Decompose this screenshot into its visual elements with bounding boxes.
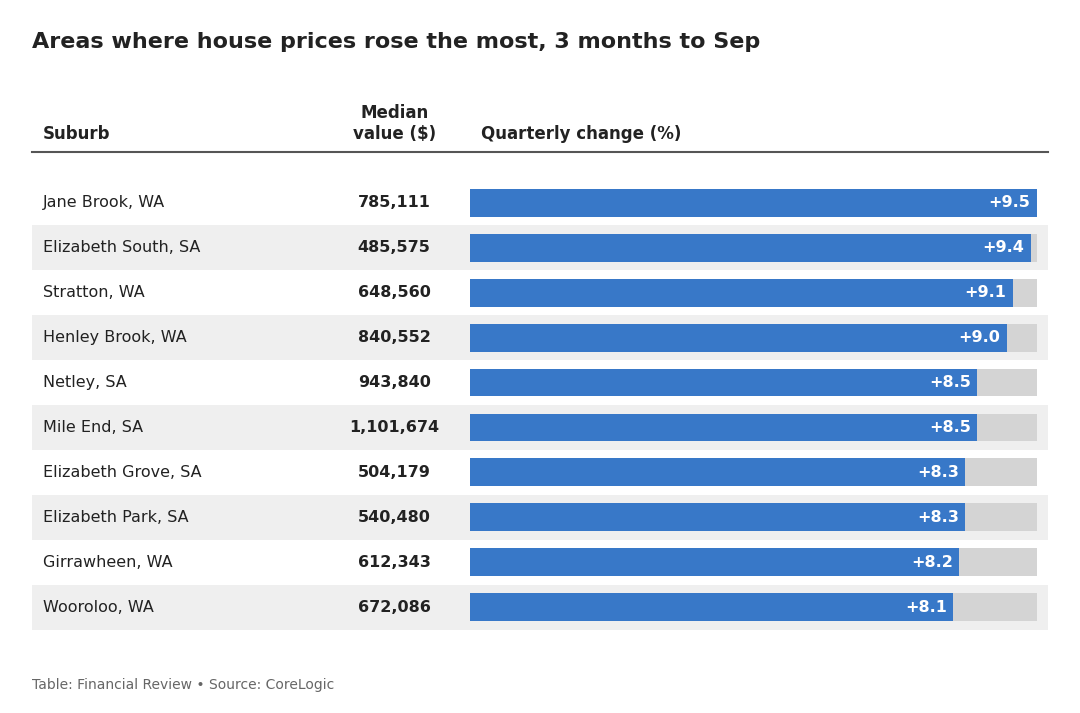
FancyBboxPatch shape [470,458,1037,486]
FancyBboxPatch shape [470,324,1007,352]
FancyBboxPatch shape [32,405,1048,450]
Text: 540,480: 540,480 [357,510,431,525]
Text: 504,179: 504,179 [357,465,431,480]
FancyBboxPatch shape [470,548,1037,576]
Text: +9.0: +9.0 [959,330,1000,345]
FancyBboxPatch shape [32,270,1048,315]
FancyBboxPatch shape [32,540,1048,585]
Text: +8.5: +8.5 [929,375,971,390]
Text: Stratton, WA: Stratton, WA [43,285,145,300]
Text: Mile End, SA: Mile End, SA [43,420,144,435]
FancyBboxPatch shape [32,315,1048,360]
FancyBboxPatch shape [470,548,959,576]
Text: Jane Brook, WA: Jane Brook, WA [43,195,165,210]
FancyBboxPatch shape [32,225,1048,270]
Text: Table: Financial Review • Source: CoreLogic: Table: Financial Review • Source: CoreLo… [32,677,335,692]
Text: Elizabeth Park, SA: Elizabeth Park, SA [43,510,189,525]
FancyBboxPatch shape [470,279,1013,307]
Text: +9.5: +9.5 [988,195,1030,210]
FancyBboxPatch shape [470,414,1037,441]
Text: Elizabeth South, SA: Elizabeth South, SA [43,240,201,255]
FancyBboxPatch shape [470,279,1037,307]
FancyBboxPatch shape [470,458,966,486]
Text: Median
value ($): Median value ($) [353,104,435,143]
Text: 648,560: 648,560 [357,285,431,300]
FancyBboxPatch shape [32,180,1048,225]
FancyBboxPatch shape [32,450,1048,495]
Text: 1,101,674: 1,101,674 [349,420,440,435]
Text: Henley Brook, WA: Henley Brook, WA [43,330,187,345]
FancyBboxPatch shape [32,495,1048,540]
Text: Elizabeth Grove, SA: Elizabeth Grove, SA [43,465,202,480]
Text: 612,343: 612,343 [357,555,431,570]
FancyBboxPatch shape [470,189,1037,217]
Text: Quarterly change (%): Quarterly change (%) [481,125,681,143]
Text: +8.5: +8.5 [929,420,971,435]
Text: +8.1: +8.1 [905,600,947,615]
FancyBboxPatch shape [470,369,1037,396]
Text: Areas where house prices rose the most, 3 months to Sep: Areas where house prices rose the most, … [32,32,760,52]
FancyBboxPatch shape [470,414,977,441]
Text: +9.1: +9.1 [964,285,1007,300]
FancyBboxPatch shape [470,234,1037,262]
Text: 485,575: 485,575 [357,240,431,255]
Text: 785,111: 785,111 [357,195,431,210]
Text: 943,840: 943,840 [357,375,431,390]
FancyBboxPatch shape [470,503,966,531]
FancyBboxPatch shape [470,369,977,396]
FancyBboxPatch shape [32,585,1048,630]
Text: +8.3: +8.3 [917,465,959,480]
Text: +9.4: +9.4 [983,240,1024,255]
Text: Wooroloo, WA: Wooroloo, WA [43,600,154,615]
FancyBboxPatch shape [470,234,1030,262]
FancyBboxPatch shape [470,503,1037,531]
FancyBboxPatch shape [470,324,1037,352]
Text: 840,552: 840,552 [357,330,431,345]
FancyBboxPatch shape [32,360,1048,405]
Text: Netley, SA: Netley, SA [43,375,127,390]
FancyBboxPatch shape [470,593,1037,621]
Text: +8.3: +8.3 [917,510,959,525]
Text: 672,086: 672,086 [357,600,431,615]
FancyBboxPatch shape [470,189,1037,217]
Text: Girrawheen, WA: Girrawheen, WA [43,555,173,570]
Text: Suburb: Suburb [43,125,111,143]
Text: +8.2: +8.2 [910,555,953,570]
FancyBboxPatch shape [470,593,954,621]
